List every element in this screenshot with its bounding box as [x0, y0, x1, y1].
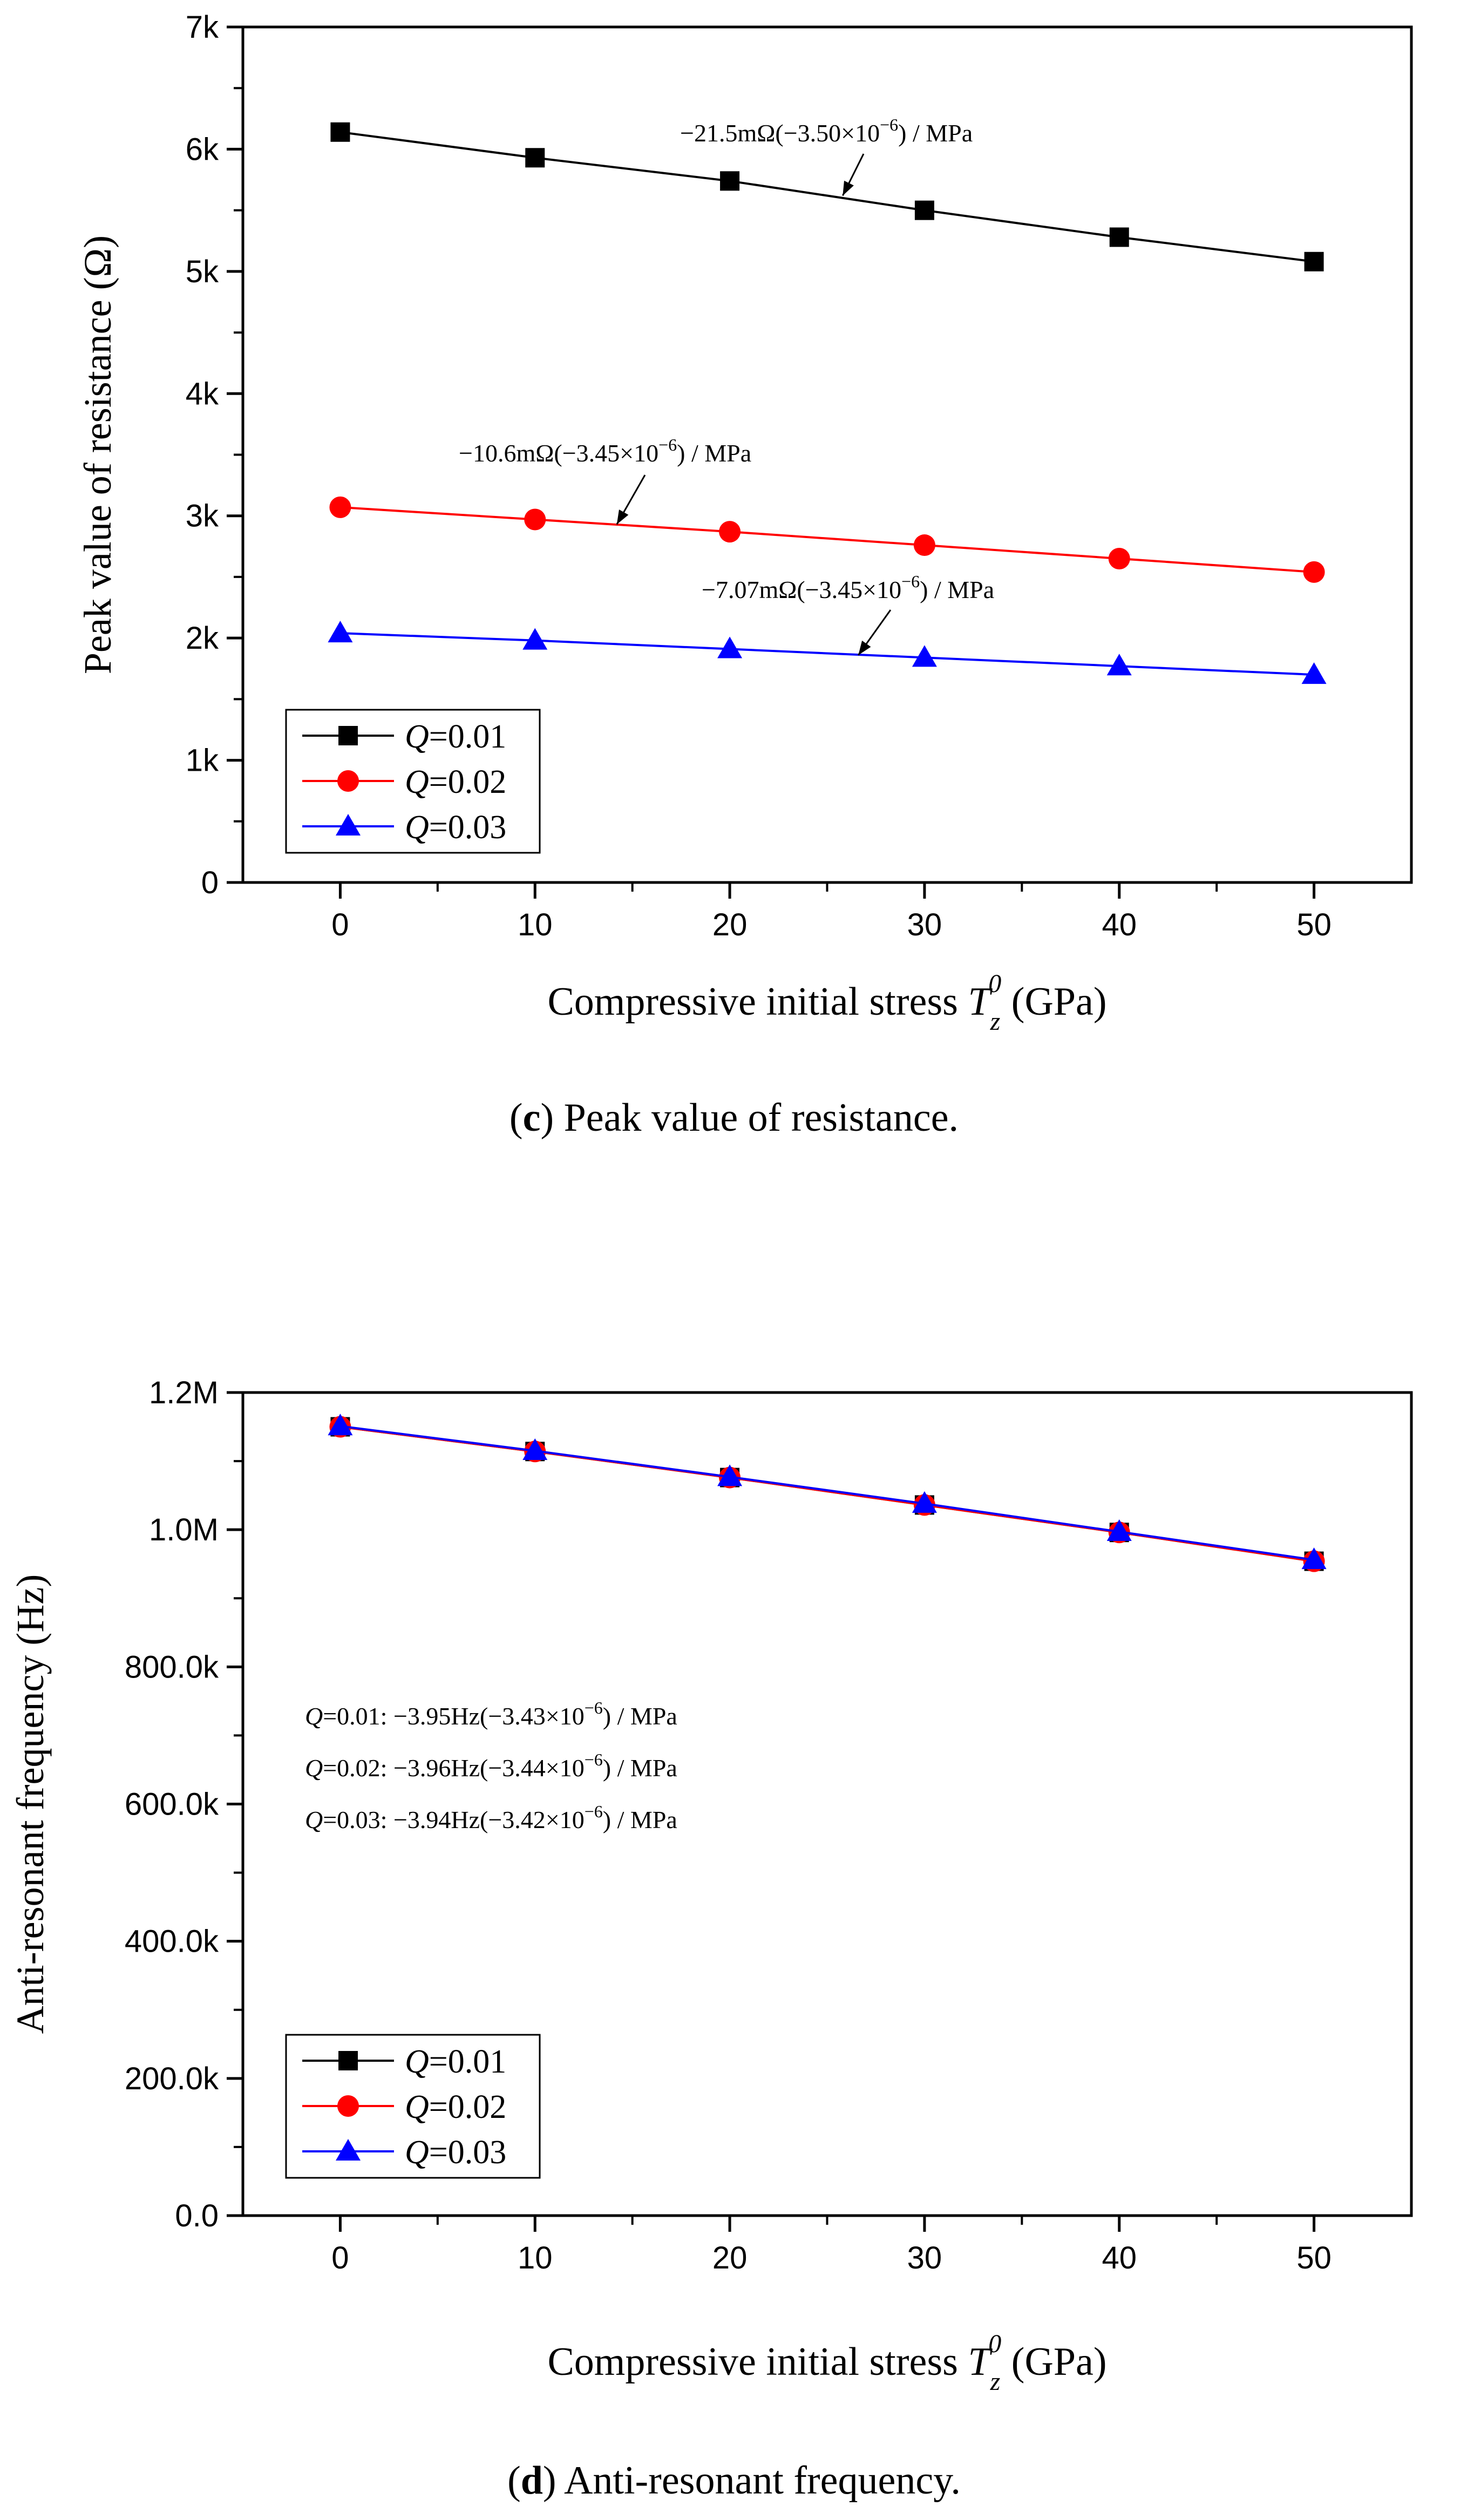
x-axis-label: Compressive initial stress Tz0 (GPa) [547, 2329, 1106, 2396]
y-axis-label: Anti-resonant frequency (Hz) [9, 1574, 52, 2034]
data-point [329, 496, 351, 518]
annotation-label: Q=0.03: −3.94Hz(−3.42×10−6) / MPa [305, 1802, 677, 1833]
y-tick-label: 600.0k [125, 1787, 219, 1822]
data-point [1108, 547, 1130, 569]
data-point [1106, 1519, 1132, 1541]
legend-label: Q=0.02 [405, 764, 506, 800]
x-tick-label: 40 [1102, 907, 1137, 942]
y-tick-label: 1.2M [149, 1375, 219, 1410]
x-tick-label: 10 [518, 2240, 553, 2276]
y-tick-label: 400.0k [125, 1924, 219, 1959]
x-tick-label: 50 [1296, 2240, 1332, 2276]
annotation-label: −21.5mΩ(−3.50×10−6) / MPa [680, 115, 973, 147]
y-tick-label: 5k [186, 254, 219, 289]
legend-marker [336, 2139, 361, 2161]
y-tick-label: 800.0k [125, 1649, 219, 1684]
annotation-label: Q=0.02: −3.96Hz(−3.44×10−6) / MPa [305, 1750, 677, 1782]
legend-label: Q=0.01 [405, 2043, 506, 2080]
y-tick-label: 6k [186, 132, 219, 167]
legend: Q=0.01 Q=0.02 Q=0.03 [285, 2034, 541, 2179]
data-point [914, 200, 934, 220]
x-tick-label: 30 [907, 907, 942, 942]
legend: Q=0.01 Q=0.02 Q=0.03 [285, 709, 541, 854]
annotation-arrow [858, 609, 892, 656]
x-tick-label: 20 [712, 2240, 748, 2276]
figure-caption: (c) Peak value of resistance. [510, 1096, 959, 1140]
arrow-head [858, 640, 871, 655]
annotation-label: Q=0.01: −3.95Hz(−3.43×10−6) / MPa [305, 1698, 677, 1730]
y-tick-label: 3k [186, 499, 219, 534]
y-tick-label: 1k [186, 743, 219, 778]
arrow-head [843, 180, 854, 196]
series-square [330, 122, 1324, 271]
data-point [913, 534, 935, 556]
series-line [340, 506, 1314, 573]
x-tick-label: 40 [1102, 2240, 1137, 2276]
legend-label: Q=0.02 [405, 2089, 506, 2125]
chart-panel-d: 0.0 200.0k 400.0k 600.0k 800.0k 1.0M 1.2M 0 10 20… [9, 1375, 1413, 2503]
data-point [1304, 252, 1324, 271]
arrow-head [616, 510, 629, 525]
y-axis-label: Peak value of resistance (Ω) [76, 235, 119, 674]
legend-marker [338, 2051, 358, 2070]
y-tick-label: 0.0 [175, 2198, 219, 2233]
data-point [522, 628, 548, 650]
annotation-arrow [842, 153, 865, 196]
y-tick-label: 2k [186, 621, 219, 656]
x-tick-label: 10 [518, 907, 553, 942]
x-tick-label: 50 [1296, 907, 1332, 942]
data-point [522, 1438, 548, 1461]
annotation-arrow [616, 474, 646, 525]
data-point [720, 171, 740, 191]
legend-marker [337, 770, 359, 792]
series-triangle [328, 621, 1327, 684]
data-point [328, 621, 353, 643]
annotation-label: −10.6mΩ(−3.45×10−6) / MPa [459, 435, 751, 467]
y-tick-label: 200.0k [125, 2061, 219, 2096]
chart-panel-c: 0 1k 2k 3k 4k 5k 6k 7k 0 10 20 30 40 50 Peak value of … [76, 10, 1413, 1140]
legend-marker [338, 726, 358, 745]
annotation-label: −7.07mΩ(−3.45×10−6) / MPa [702, 572, 994, 603]
data-point [912, 645, 937, 667]
legend-marker [337, 2095, 359, 2117]
series-line [340, 1425, 1314, 1561]
data-point [1301, 662, 1327, 684]
y-tick-label: 0 [201, 865, 219, 900]
data-point [525, 148, 545, 168]
y-tick-label: 7k [186, 10, 219, 45]
data-point [1303, 561, 1325, 583]
data-point [1109, 227, 1129, 247]
data-point [328, 1414, 353, 1436]
series-circle [329, 496, 1325, 583]
figure-caption: (d) Anti-resonant frequency. [507, 2458, 961, 2503]
legend-label: Q=0.03 [405, 809, 506, 846]
x-tick-label: 0 [331, 2240, 349, 2276]
x-tick-label: 20 [712, 907, 748, 942]
data-point [912, 1491, 937, 1513]
x-axis-label: Compressive initial stress Tz0 (GPa) [547, 969, 1106, 1036]
data-point [717, 636, 743, 658]
x-tick-label: 0 [331, 907, 349, 942]
legend-marker [336, 814, 361, 836]
series-line [340, 632, 1314, 676]
x-tick-label: 30 [907, 2240, 942, 2276]
data-point [330, 122, 350, 142]
data-point [1106, 654, 1132, 676]
series-line [340, 131, 1314, 263]
y-tick-label: 4k [186, 376, 219, 411]
data-point [524, 508, 546, 531]
y-tick-label: 1.0M [149, 1512, 219, 1547]
series-triangle [328, 1414, 1327, 1570]
legend-label: Q=0.01 [405, 718, 506, 755]
data-point [1301, 1547, 1327, 1570]
data-point [717, 1464, 743, 1486]
data-point [719, 521, 741, 543]
legend-label: Q=0.03 [405, 2134, 506, 2171]
